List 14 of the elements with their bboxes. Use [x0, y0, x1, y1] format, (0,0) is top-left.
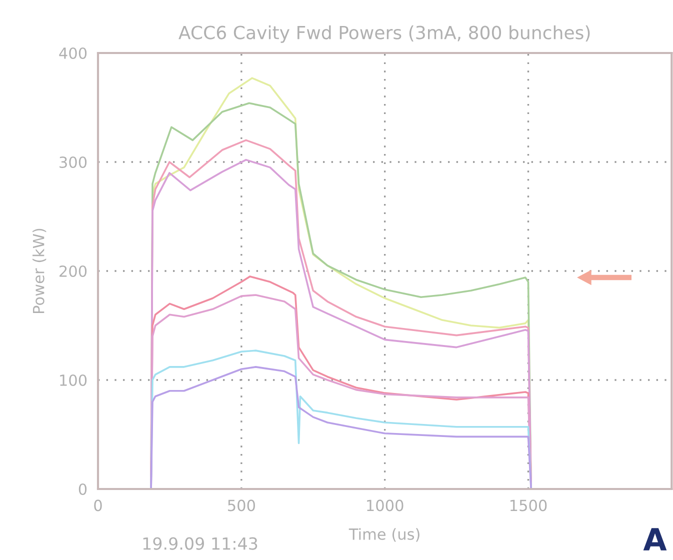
y-axis-title: Power (kW)	[32, 228, 46, 313]
x-tick-label: 500	[228, 500, 255, 512]
x-tick-label: 1000	[367, 500, 404, 512]
x-axis-title: Time (us)	[348, 528, 420, 542]
y-tick-label: 300	[60, 156, 87, 168]
text: A	[643, 528, 667, 550]
x-tick-label: 1500	[510, 500, 547, 512]
y-tick-label: 200	[60, 265, 87, 278]
text: 19.9.09 11:43	[143, 537, 258, 550]
y-tick-label: 400	[59, 47, 87, 60]
y-tick-label: 100	[60, 374, 87, 386]
y-tick-label: 0	[78, 483, 87, 496]
x-tick-label: 0	[94, 500, 102, 512]
chart-title: ACC6 Cavity Fwd Powers (3mA, 800 bunches)	[178, 25, 590, 43]
